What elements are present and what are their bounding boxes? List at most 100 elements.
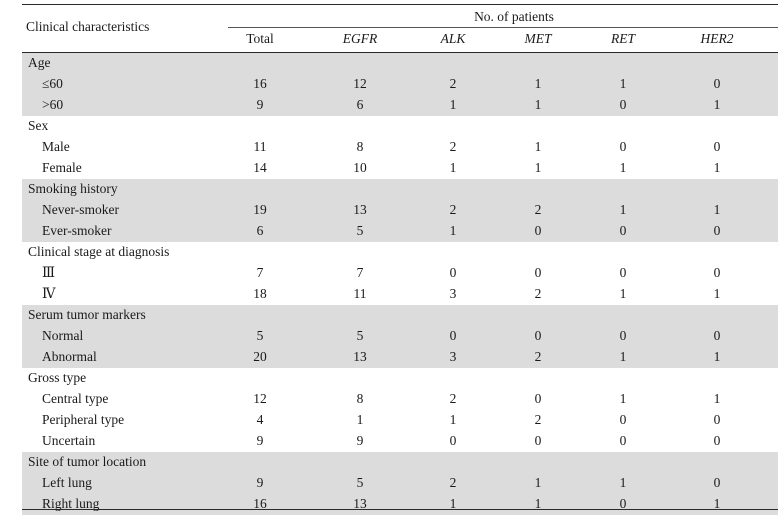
cell-met: 2 <box>534 349 542 364</box>
row-label: Ever-smoker <box>42 223 112 238</box>
cell-alk: 3 <box>449 286 457 301</box>
cell-met: 1 <box>534 97 542 112</box>
cell-egfr: 8 <box>356 391 364 406</box>
cell-met: 0 <box>534 328 542 343</box>
row-label: Abnormal <box>42 349 97 364</box>
cell-alk: 2 <box>449 139 457 154</box>
cell-egfr: 13 <box>353 349 367 364</box>
cell-ret: 1 <box>619 76 627 91</box>
group-row: Smoking history <box>22 179 778 200</box>
cell-total: 5 <box>256 328 264 343</box>
cell-her2: 1 <box>713 97 721 112</box>
cell-total: 20 <box>253 349 267 364</box>
cell-egfr: 13 <box>353 496 367 511</box>
cell-alk: 1 <box>449 97 457 112</box>
cell-met: 1 <box>534 139 542 154</box>
table-row: Abnormal 20 13 3 2 1 1 <box>22 347 778 368</box>
cell-alk: 0 <box>449 265 457 280</box>
table-row: Ever-smoker 6 5 1 0 0 0 <box>22 221 778 242</box>
row-label: Ⅳ <box>42 286 56 301</box>
cell-her2: 1 <box>713 286 721 301</box>
cell-her2: 0 <box>713 433 721 448</box>
cell-met: 1 <box>534 76 542 91</box>
top-rule <box>22 4 778 5</box>
cell-total: 11 <box>253 139 267 154</box>
cell-her2: 1 <box>713 202 721 217</box>
cell-ret: 0 <box>619 328 627 343</box>
cell-egfr: 6 <box>356 97 364 112</box>
column-header-her2: HER2 <box>700 31 734 46</box>
table-row: Uncertain 9 9 0 0 0 0 <box>22 431 778 452</box>
table-row: Male 11 8 2 1 0 0 <box>22 137 778 158</box>
cell-met: 2 <box>534 286 542 301</box>
cell-alk: 1 <box>449 412 457 427</box>
cell-total: 9 <box>256 97 264 112</box>
group-title: Sex <box>28 118 49 133</box>
cell-ret: 0 <box>619 412 627 427</box>
group-row: Age <box>22 53 778 74</box>
group-row: Clinical stage at diagnosis <box>22 242 778 263</box>
group-row: Sex <box>22 116 778 137</box>
row-label: Never-smoker <box>42 202 119 217</box>
table-row: Central type 12 8 2 0 1 1 <box>22 389 778 410</box>
cell-total: 16 <box>253 496 267 511</box>
row-label: Central type <box>42 391 109 406</box>
cell-total: 19 <box>253 202 267 217</box>
row-label: Left lung <box>42 475 92 490</box>
table-row: Peripheral type 4 1 1 2 0 0 <box>22 410 778 431</box>
cell-met: 1 <box>534 475 542 490</box>
cell-her2: 0 <box>713 139 721 154</box>
group-title: Site of tumor location <box>28 454 147 469</box>
column-header-ret: RET <box>610 31 636 46</box>
group-row: Gross type <box>22 368 778 389</box>
cell-total: 12 <box>253 391 267 406</box>
cell-alk: 2 <box>449 76 457 91</box>
table-row: >60 9 6 1 1 0 1 <box>22 95 778 116</box>
table-row: Never-smoker 19 13 2 2 1 1 <box>22 200 778 221</box>
cell-egfr: 10 <box>353 160 367 175</box>
cell-alk: 2 <box>449 391 457 406</box>
cell-met: 1 <box>534 496 542 511</box>
cell-met: 1 <box>534 160 542 175</box>
cell-total: 7 <box>256 265 264 280</box>
patients-subrule <box>228 27 778 28</box>
cell-her2: 1 <box>713 349 721 364</box>
characteristics-header: Clinical characteristics <box>26 19 150 34</box>
cell-alk: 1 <box>449 160 457 175</box>
table-row: Female 14 10 1 1 1 1 <box>22 158 778 179</box>
cell-total: 6 <box>256 223 264 238</box>
cell-egfr: 7 <box>356 265 364 280</box>
table-row: ≤60 16 12 2 1 1 0 <box>22 74 778 95</box>
cell-alk: 2 <box>449 475 457 490</box>
group-title: Age <box>28 55 51 70</box>
cell-alk: 0 <box>449 433 457 448</box>
row-label: Male <box>42 139 70 154</box>
cell-ret: 1 <box>619 286 627 301</box>
cell-egfr: 9 <box>356 433 364 448</box>
cell-her2: 1 <box>713 160 721 175</box>
cell-ret: 0 <box>619 433 627 448</box>
row-label: ≤60 <box>42 76 63 91</box>
cell-her2: 1 <box>713 496 721 511</box>
cell-met: 0 <box>534 223 542 238</box>
group-title: Serum tumor markers <box>28 307 146 322</box>
cell-met: 2 <box>534 412 542 427</box>
cell-total: 4 <box>256 412 264 427</box>
cell-egfr: 5 <box>356 223 364 238</box>
row-label: Ⅲ <box>42 265 56 280</box>
cell-ret: 1 <box>619 391 627 406</box>
cell-her2: 0 <box>713 76 721 91</box>
cell-egfr: 5 <box>356 475 364 490</box>
cell-ret: 0 <box>619 265 627 280</box>
cell-her2: 0 <box>713 328 721 343</box>
column-header-alk: ALK <box>440 31 466 46</box>
cell-ret: 1 <box>619 475 627 490</box>
patients-header: No. of patients <box>474 9 554 24</box>
cell-egfr: 1 <box>356 412 364 427</box>
group-title: Smoking history <box>28 181 118 196</box>
cell-egfr: 12 <box>353 76 367 91</box>
cell-total: 18 <box>253 286 267 301</box>
row-label: >60 <box>42 97 64 112</box>
column-header-met: MET <box>524 31 552 46</box>
cell-ret: 1 <box>619 160 627 175</box>
